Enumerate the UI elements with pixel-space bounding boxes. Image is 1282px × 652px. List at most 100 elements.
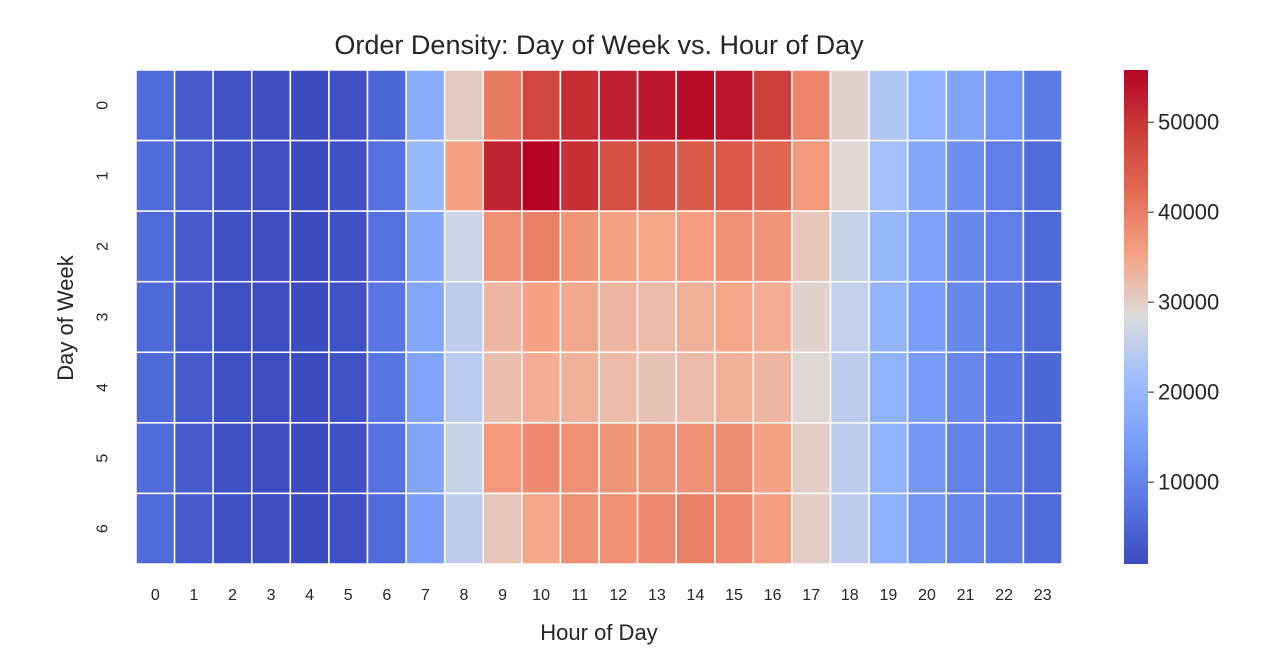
heatmap-cell — [906, 139, 948, 212]
heatmap-cell — [868, 492, 909, 565]
heatmap-cell — [714, 422, 755, 495]
heatmap-cell — [521, 210, 562, 283]
heatmap-cell — [829, 210, 870, 283]
heatmap-cell — [868, 351, 909, 424]
heatmap-cell — [135, 492, 176, 565]
heatmap-cell — [714, 139, 755, 212]
heatmap-cell — [521, 492, 562, 565]
y-tick-labels: 0 1 2 3 4 5 6 — [95, 101, 112, 533]
x-tick-label: 19 — [879, 587, 897, 604]
heatmap-cell — [135, 210, 176, 283]
heatmap-cell — [984, 280, 1025, 354]
heatmap-cell — [212, 280, 253, 354]
heatmap-cell — [251, 280, 292, 354]
heatmap-cell — [173, 69, 214, 142]
x-tick-label: 21 — [957, 587, 975, 604]
heatmap-cell — [791, 492, 832, 565]
heatmap-cell — [173, 422, 214, 495]
heatmap-cell — [636, 280, 677, 354]
heatmap-cell — [675, 139, 716, 212]
heatmap-cell — [405, 280, 446, 354]
heatmap-cell — [791, 351, 832, 424]
heatmap-cell — [984, 422, 1025, 495]
heatmap-cell — [328, 422, 369, 495]
x-tick-label: 17 — [802, 587, 820, 604]
x-tick-label: 4 — [305, 587, 314, 604]
heatmap-cells — [135, 69, 1063, 565]
heatmap-cell — [443, 139, 484, 212]
heatmap-cell — [173, 139, 214, 212]
heatmap-cell — [212, 351, 253, 424]
heatmap-cell — [945, 280, 986, 354]
x-tick-label: 16 — [764, 587, 782, 604]
heatmap-cell — [289, 280, 330, 354]
heatmap-cell — [173, 492, 214, 565]
heatmap-cell — [791, 69, 832, 142]
heatmap-cell — [752, 69, 793, 142]
heatmap-cell — [598, 280, 639, 354]
heatmap-cell — [752, 139, 793, 212]
heatmap-cell — [328, 351, 369, 424]
heatmap-cell — [328, 210, 369, 283]
heatmap-cell — [443, 69, 484, 142]
heatmap-cell — [366, 280, 407, 354]
heatmap-cell — [598, 422, 639, 495]
heatmap-cell — [984, 492, 1025, 565]
heatmap-cell — [251, 422, 292, 495]
heatmap-cell — [829, 351, 870, 424]
x-tick-label: 1 — [189, 587, 198, 604]
heatmap-cell — [829, 139, 870, 212]
heatmap-cell — [829, 492, 870, 565]
x-tick-label: 23 — [1034, 587, 1052, 604]
x-tick-labels: 0 1 2 3 4 5 6 7 8 9 10 11 12 13 14 15 16 17 18 19 20 21 22 23 — [151, 587, 1052, 604]
heatmap-cell — [521, 139, 562, 212]
heatmap-cell — [212, 69, 253, 142]
x-tick-label: 15 — [725, 587, 743, 604]
heatmap-cell — [598, 210, 639, 283]
heatmap-cell — [945, 492, 986, 565]
heatmap-cell — [945, 210, 986, 283]
colorbar-tick-label: 30000 — [1158, 290, 1219, 315]
heatmap-cell — [1022, 280, 1063, 354]
y-tick-label: 0 — [95, 101, 112, 110]
heatmap-cell — [328, 492, 369, 565]
heatmap-cell — [984, 69, 1025, 142]
heatmap-cell — [829, 280, 870, 354]
heatmap-cell — [675, 422, 716, 495]
heatmap-cell — [212, 210, 253, 283]
heatmap-cell — [289, 210, 330, 283]
heatmap-cell — [675, 280, 716, 354]
colorbar-tick-label: 50000 — [1158, 110, 1219, 135]
heatmap-cell — [791, 280, 832, 354]
heatmap-cell — [251, 139, 292, 212]
heatmap-cell — [366, 351, 407, 424]
x-tick-label: 22 — [995, 587, 1013, 604]
heatmap-cell — [482, 492, 523, 565]
heatmap-cell — [135, 280, 176, 354]
x-tick-label: 20 — [918, 587, 936, 604]
heatmap-cell — [752, 422, 793, 495]
heatmap-cell — [675, 69, 716, 142]
heatmap-cell — [482, 69, 523, 142]
x-tick-label: 10 — [532, 587, 550, 604]
heatmap-cell — [251, 351, 292, 424]
heatmap-cell — [906, 210, 948, 283]
heatmap-cell — [405, 422, 446, 495]
heatmap-cell — [405, 351, 446, 424]
heatmap-cell — [598, 492, 639, 565]
y-axis-label: Day of Week — [53, 254, 78, 381]
heatmap-cell — [405, 492, 446, 565]
heatmap-cell — [791, 210, 832, 283]
heatmap-cell — [366, 69, 407, 142]
heatmap-cell — [1022, 139, 1063, 212]
x-tick-label: 5 — [344, 587, 353, 604]
heatmap-cell — [251, 69, 292, 142]
heatmap-cell — [173, 210, 214, 283]
heatmap-cell — [752, 280, 793, 354]
heatmap-cell — [482, 139, 523, 212]
heatmap-cell — [559, 280, 600, 354]
heatmap-cell — [714, 280, 755, 354]
heatmap-cell — [675, 351, 716, 424]
heatmap-cell — [714, 351, 755, 424]
heatmap-cell — [906, 351, 948, 424]
